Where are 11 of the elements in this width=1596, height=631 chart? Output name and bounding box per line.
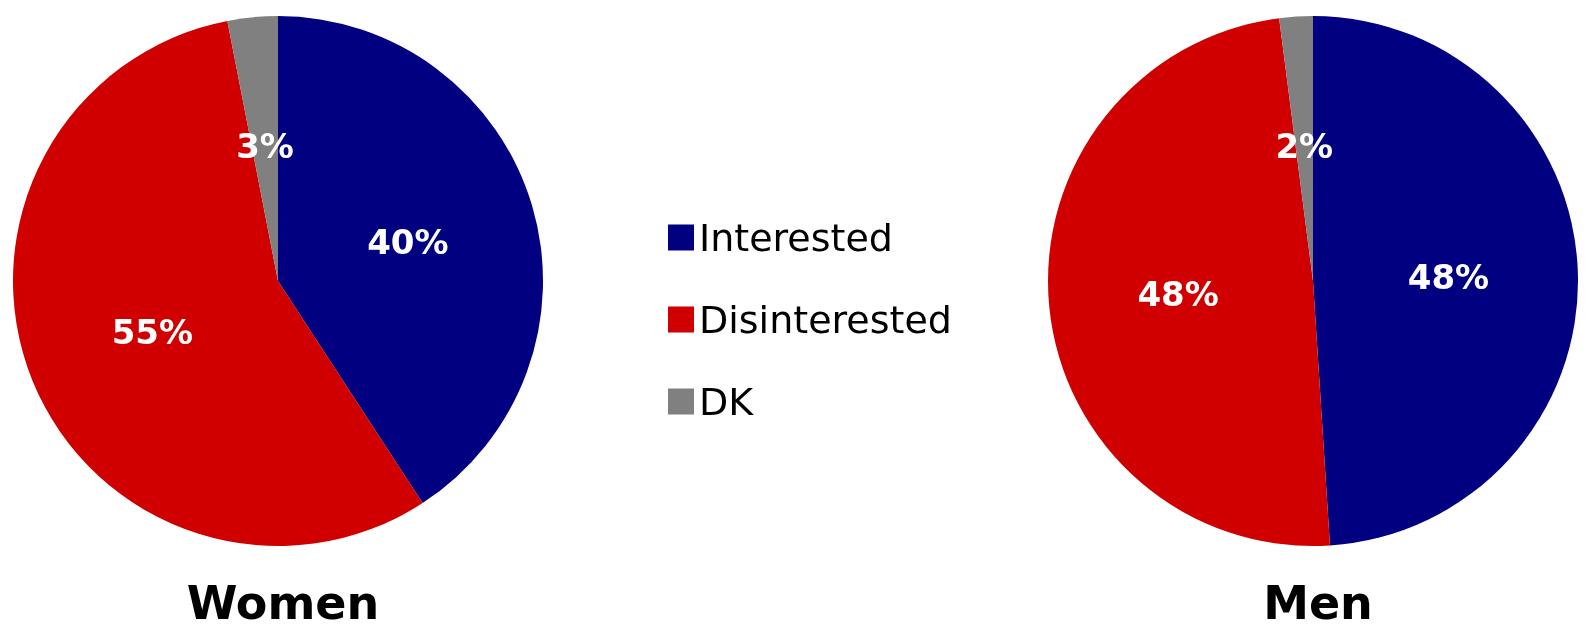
data-label: 48% bbox=[1407, 256, 1490, 297]
legend-label: Disinterested bbox=[699, 297, 952, 342]
slice-label: Women bbox=[186, 576, 380, 630]
slice-label: Men bbox=[1263, 576, 1373, 630]
data-label: 40% bbox=[367, 222, 449, 263]
legend-label: DK bbox=[699, 379, 755, 424]
data-label: 3% bbox=[236, 126, 294, 167]
legend-label: Interested bbox=[699, 215, 893, 260]
data-label: 48% bbox=[1137, 274, 1219, 315]
data-label: 55% bbox=[111, 311, 194, 352]
data-label: 2% bbox=[1275, 125, 1334, 166]
